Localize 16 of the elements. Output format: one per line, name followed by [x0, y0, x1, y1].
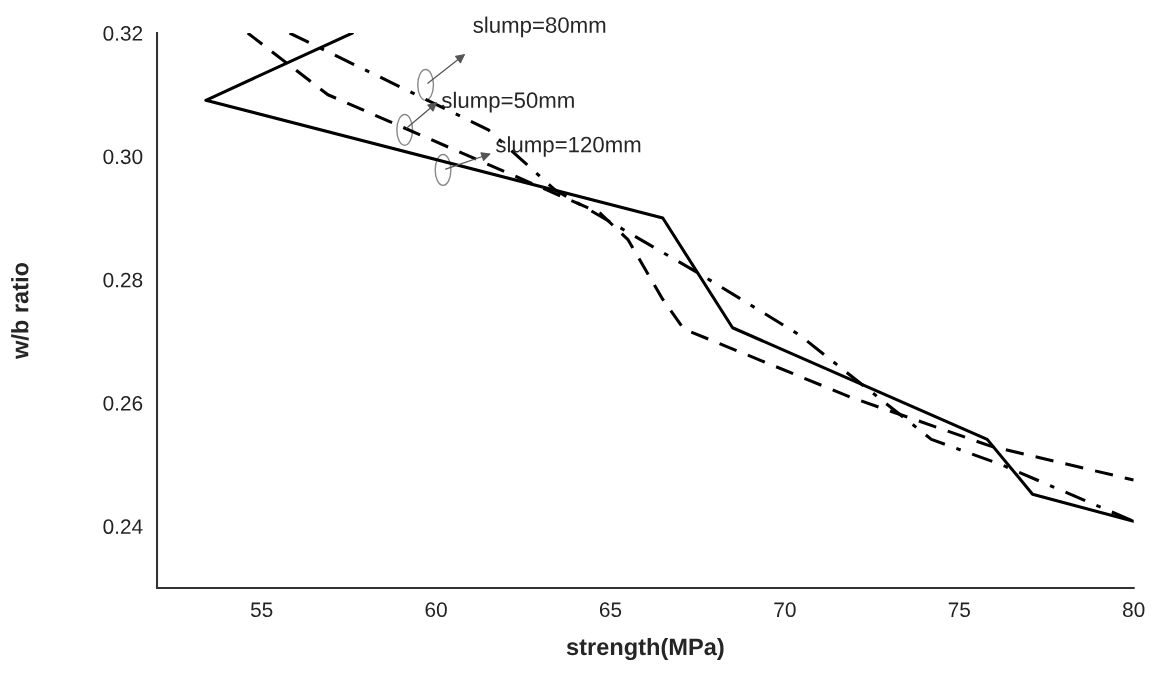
- x-axis-title: strength(MPa): [566, 637, 724, 661]
- y-tick-label: 0.30: [103, 149, 143, 165]
- x-tick-label: 70: [774, 602, 796, 618]
- x-tick-label: 60: [425, 602, 447, 618]
- y-tick-label: 0.32: [103, 26, 143, 41]
- y-tick-label: 0.28: [103, 272, 143, 288]
- annotation: slump=120mm: [495, 136, 641, 157]
- x-tick-label: 55: [250, 602, 273, 618]
- y-tick-label: 0.26: [103, 395, 143, 411]
- annotation: slump=80mm: [473, 16, 606, 38]
- x-tick-label: 75: [948, 602, 970, 618]
- x-tick-label: 65: [599, 602, 622, 618]
- y-tick-label: 0.24: [103, 519, 143, 535]
- y-axis-title: w/b ratio: [11, 262, 29, 360]
- x-tick-label: 80: [1123, 602, 1145, 618]
- annotation: slump=50mm: [441, 91, 574, 113]
